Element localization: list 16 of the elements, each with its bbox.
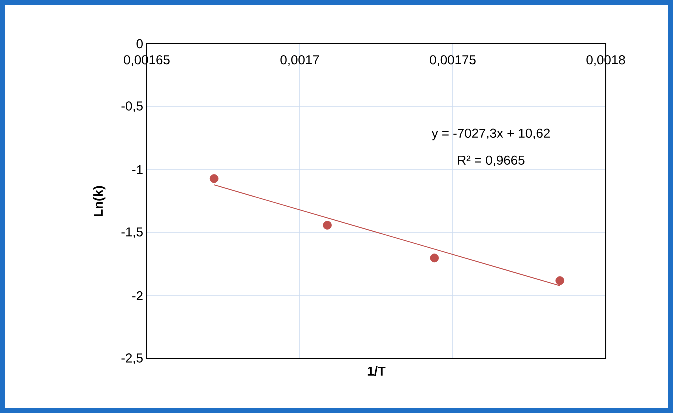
point <box>323 221 332 230</box>
y-tick-label: -1 <box>132 166 143 174</box>
y-tick-label: -0,5 <box>122 102 143 112</box>
x-tick-label: 0,0017 <box>280 55 320 66</box>
y-axis-title: Ln(k) <box>94 186 106 216</box>
annotation: R² = 0,9665 <box>458 156 525 167</box>
point <box>430 254 440 263</box>
y-tick-label: -2,5 <box>122 354 143 364</box>
x-axis-title: 1/T <box>368 366 386 376</box>
y-tick-label: -2 <box>132 291 143 301</box>
y-tick-label: -1,5 <box>122 228 143 238</box>
y-tick-label: 0 <box>136 39 143 49</box>
point <box>556 276 564 286</box>
point <box>210 174 219 184</box>
annotation: y = -7027,3x + 10,62 <box>432 128 550 141</box>
x-tick-label: 0,00175 <box>430 55 476 66</box>
